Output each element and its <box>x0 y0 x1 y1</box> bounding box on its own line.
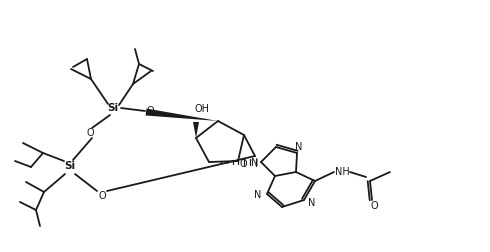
Text: NH: NH <box>335 167 349 177</box>
Text: O: O <box>370 201 378 211</box>
Text: OH: OH <box>195 104 210 114</box>
Text: O: O <box>86 128 94 138</box>
Text: N: N <box>308 198 316 208</box>
Text: Si: Si <box>65 161 75 171</box>
Text: Si: Si <box>107 103 119 113</box>
Polygon shape <box>146 109 218 121</box>
Text: N: N <box>254 190 261 200</box>
Text: N: N <box>250 158 258 168</box>
Polygon shape <box>193 122 199 138</box>
Text: O: O <box>239 159 247 169</box>
Text: O: O <box>146 106 154 116</box>
Text: O: O <box>98 191 106 201</box>
Text: N: N <box>295 142 303 152</box>
